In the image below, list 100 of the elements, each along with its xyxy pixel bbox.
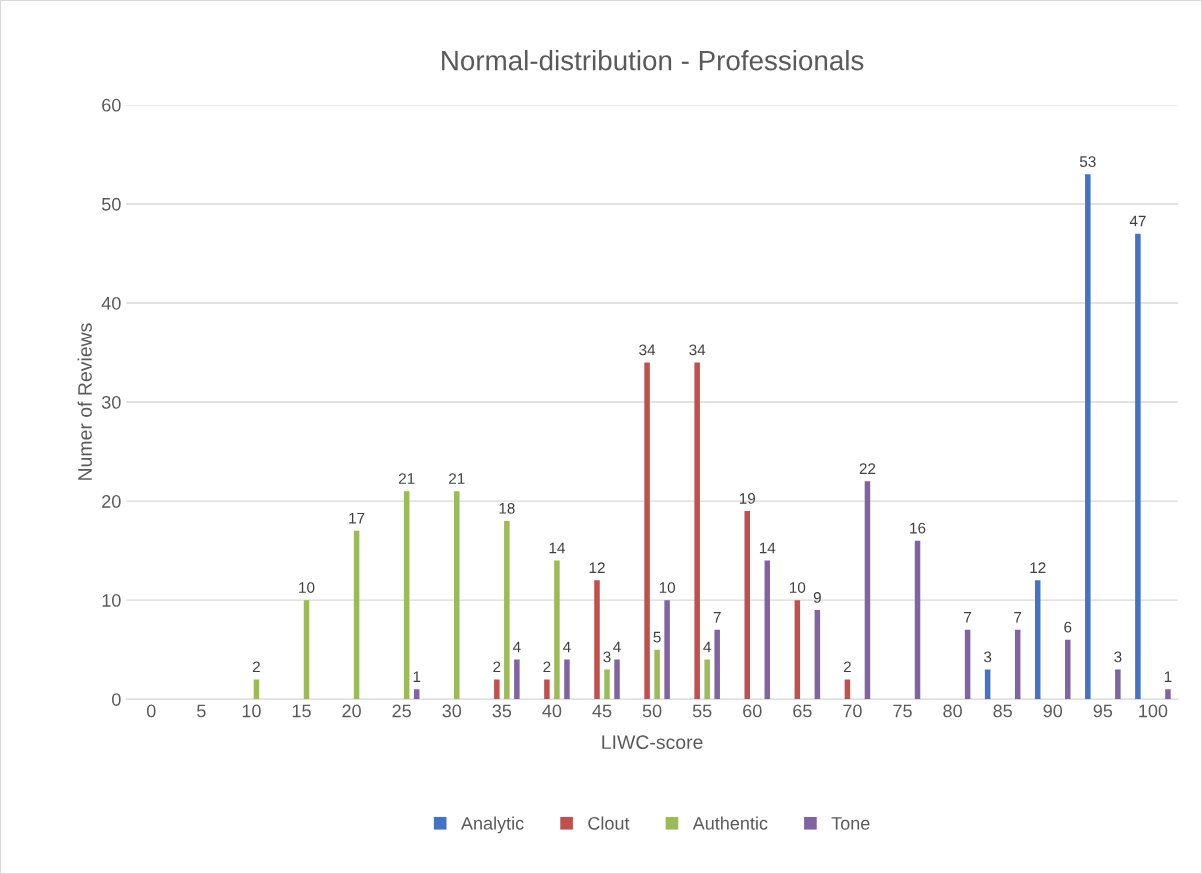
bar [594, 580, 600, 700]
data-label: 9 [813, 592, 821, 603]
bar [454, 491, 460, 700]
y-axis-title: Numer of Reviews [77, 323, 92, 480]
data-label: 3 [603, 651, 611, 663]
data-label: 12 [589, 562, 605, 573]
y-tick-label: 60 [102, 98, 121, 112]
bar [604, 669, 610, 700]
data-label: 47 [1129, 215, 1146, 227]
data-label: 2 [493, 661, 501, 673]
bar [644, 362, 650, 700]
legend-label: Authentic [692, 816, 768, 830]
data-label: 7 [1014, 612, 1022, 623]
y-tick-label: 0 [112, 693, 121, 706]
x-tick-label: 20 [342, 704, 361, 718]
y-tick-label: 20 [102, 495, 121, 508]
x-tick-label: 10 [242, 704, 261, 718]
x-tick-label: 40 [542, 704, 562, 718]
bar [253, 679, 260, 700]
data-label: 17 [349, 512, 365, 524]
bar [964, 629, 971, 700]
data-label: 14 [759, 542, 776, 554]
data-label: 5 [653, 631, 661, 643]
y-tick-label: 10 [102, 594, 121, 607]
data-label: 4 [703, 641, 711, 653]
x-tick-label: 70 [843, 704, 862, 718]
data-label: 7 [713, 612, 721, 623]
x-tick-label: 25 [392, 704, 411, 718]
bar [554, 560, 560, 700]
bar [1065, 639, 1071, 700]
x-tick-label: 15 [292, 704, 311, 718]
x-tick-label: 55 [692, 704, 712, 718]
legend-label: Analytic [460, 816, 524, 834]
bar [494, 679, 500, 700]
x-tick-label: 95 [1093, 704, 1113, 718]
bar [714, 629, 720, 700]
y-tick-label: 50 [101, 197, 121, 211]
data-label: 22 [859, 463, 876, 474]
bar [654, 649, 660, 700]
x-tick-label: 60 [743, 704, 762, 718]
x-tick-label: 90 [1043, 704, 1063, 718]
data-label: 4 [512, 641, 521, 653]
bar [1135, 233, 1141, 700]
data-label: 34 [639, 344, 656, 356]
bar [864, 481, 871, 700]
x-tick-label: 50 [642, 704, 662, 718]
x-axis-title: LIWC-score [602, 735, 703, 750]
x-tick-label: 5 [197, 704, 206, 718]
bar [984, 669, 991, 700]
bar [764, 560, 771, 700]
data-label: 4 [563, 641, 571, 653]
y-tick-label: 30 [101, 395, 121, 409]
bar [694, 362, 700, 700]
bar [514, 659, 520, 700]
x-tick-label: 85 [993, 704, 1012, 718]
bar [564, 659, 570, 700]
data-label: 10 [659, 582, 676, 593]
bar [413, 689, 420, 700]
bar [1034, 580, 1041, 700]
y-tick-label: 40 [101, 296, 121, 310]
bar [1085, 174, 1091, 700]
data-label: 34 [689, 344, 706, 356]
data-label: 12 [1030, 562, 1046, 573]
data-label: 14 [549, 542, 565, 554]
data-label: 1 [413, 671, 421, 682]
data-label: 21 [449, 473, 465, 484]
bar [1165, 689, 1171, 700]
data-label: 4 [613, 641, 621, 653]
data-label: 16 [910, 522, 926, 534]
bar [704, 659, 710, 700]
x-tick-label: 65 [793, 704, 812, 718]
bar [504, 520, 510, 700]
bar [744, 511, 750, 700]
bar [1115, 669, 1121, 700]
bar [914, 540, 921, 700]
bar [664, 600, 670, 700]
x-tick-label: 35 [492, 704, 512, 718]
data-label: 18 [499, 502, 515, 514]
x-tick-label: 80 [943, 704, 962, 718]
data-label: 2 [252, 661, 260, 673]
data-label: 53 [1079, 156, 1096, 168]
data-label: 3 [1114, 651, 1122, 663]
legend-label: Tone [831, 817, 870, 830]
bar [303, 600, 310, 700]
x-tick-label: 30 [442, 704, 462, 718]
x-tick-label: 0 [146, 704, 156, 718]
bar [403, 491, 410, 700]
data-label: 3 [983, 651, 992, 663]
x-tick-label: 45 [592, 704, 612, 718]
bar [544, 679, 550, 700]
data-label: 10 [299, 582, 315, 593]
bar [353, 530, 360, 700]
bar [614, 659, 620, 700]
bar [844, 679, 851, 700]
data-label: 6 [1064, 621, 1072, 633]
data-label: 7 [964, 612, 972, 623]
x-tick-label: 100 [1139, 704, 1168, 718]
data-label: 10 [790, 582, 806, 593]
bar [814, 610, 821, 700]
data-label: 2 [843, 661, 851, 673]
